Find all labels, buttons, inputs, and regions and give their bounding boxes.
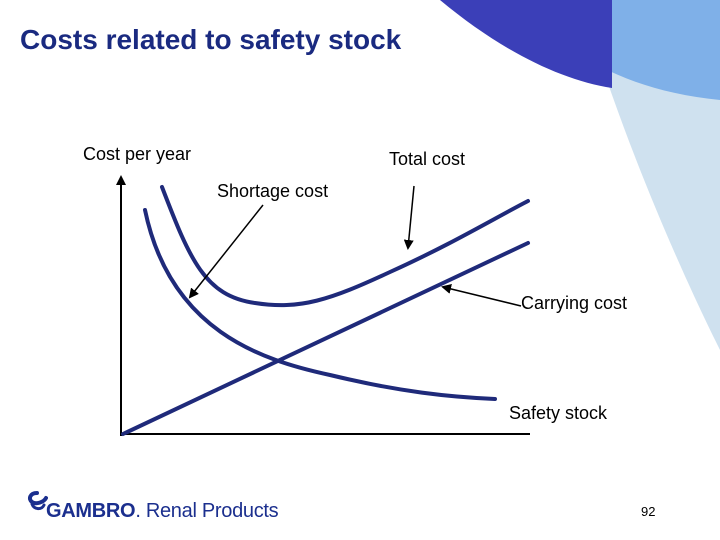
- logo-brand: GAMBRO: [46, 500, 136, 522]
- total-cost-label: Total cost: [389, 149, 466, 169]
- gambro-mark-icon: [27, 491, 48, 511]
- shortage-cost-pointer: [188, 204, 264, 299]
- carrying-cost-curve: [121, 241, 530, 436]
- carrying-cost-pointer: [441, 284, 522, 307]
- slide-title: Costs related to safety stock: [20, 24, 402, 55]
- shortage-cost-label: Shortage cost: [217, 181, 329, 201]
- x-axis-label: Safety stock: [509, 403, 608, 423]
- logo-suffix: Renal Products: [145, 500, 279, 522]
- page-number: 92: [641, 504, 656, 519]
- y-axis-label: Cost per year: [83, 144, 192, 164]
- carrying-cost-label: Carrying cost: [521, 293, 628, 313]
- total-cost-curve: [160, 185, 530, 308]
- logo-dot: .: [135, 500, 141, 522]
- shortage-cost-curve: [143, 208, 497, 401]
- decor-dark-band: [440, 0, 612, 88]
- decor-light-band: [600, 60, 720, 350]
- total-cost-pointer: [403, 185, 415, 250]
